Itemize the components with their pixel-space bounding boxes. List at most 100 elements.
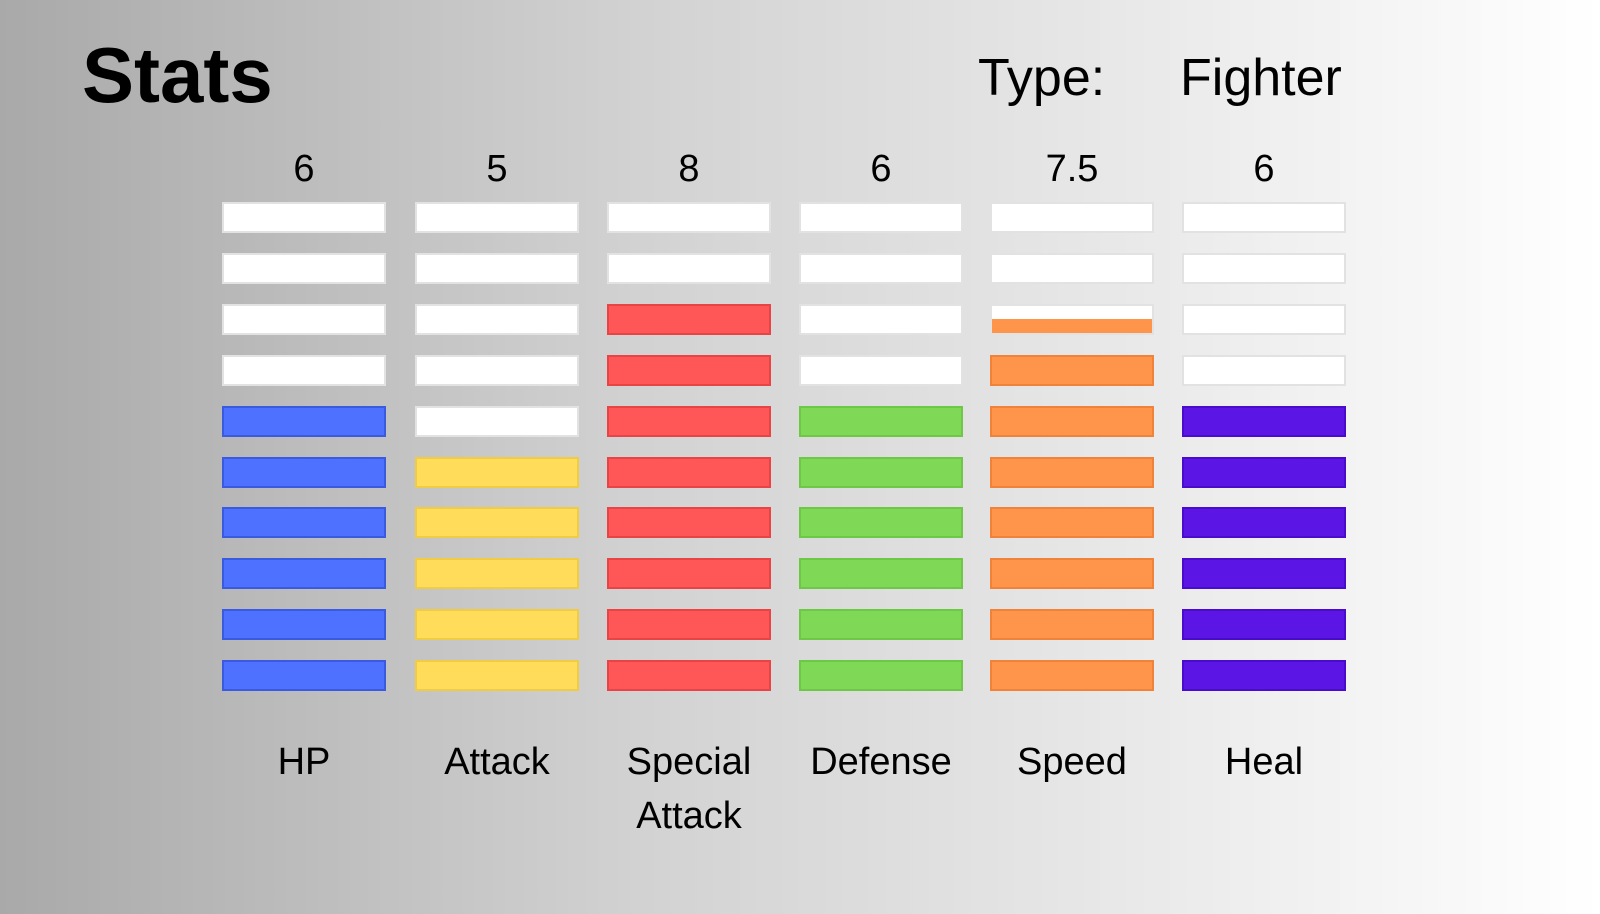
stat-bar-segment [415,456,579,488]
stat-bar-fill [609,407,769,435]
stat-value-attack: 5 [486,148,508,190]
stat-bar-segment [990,202,1154,233]
stat-bar-fill [609,662,769,690]
stat-bar-segment [799,252,963,284]
stat-bar-segment [415,202,579,233]
stat-bar-segment [990,558,1154,590]
stat-bar-segment [222,354,386,386]
stat-bar-segment [607,252,771,284]
stat-bar-segment [799,609,963,641]
stat-label-special-attack: Special Attack [626,741,752,837]
stat-bar-segment [222,660,386,692]
stat-bar-segment [990,660,1154,692]
stat-label-heal: Heal [1224,741,1304,783]
stat-bar-segment [1182,609,1346,641]
type-label: Type: [978,49,1106,107]
stat-bar-segment [415,354,579,386]
stat-bar-segment [607,405,771,437]
stat-bar-segment [1182,660,1346,692]
stat-bar-segment [415,609,579,641]
stat-bar-segment [990,405,1154,437]
stat-bar-segment [799,507,963,539]
stat-value-speed: 7.5 [1045,148,1099,190]
stat-bar-fill [417,611,577,639]
stat-bar-segment [799,405,963,437]
stat-bar-segment [799,558,963,590]
stat-bar-fill [417,458,577,486]
stat-bar-fill [1184,560,1344,588]
stat-bar-fill [417,662,577,690]
stat-bar-fill [801,560,961,588]
stats-title: Stats [82,31,273,119]
stat-bar-segment [222,252,386,284]
stat-bar-fill [801,509,961,537]
stat-bar-fill [609,305,769,333]
stat-bar-fill [609,509,769,537]
stat-bar-fill [801,611,961,639]
stat-bar-segment [415,303,579,335]
stat-bar-segment [799,354,963,386]
stat-bar-fill [609,458,769,486]
stat-bar-segment [415,660,579,692]
stat-bar-fill [224,509,384,537]
stat-bar-fill [801,407,961,435]
stat-label-attack: Attack [444,741,550,783]
stat-bar-segment [415,507,579,539]
stat-label-speed: Speed [1017,741,1127,783]
stat-bar-segment [1182,202,1346,233]
stat-bar-fill [224,662,384,690]
stat-bar-segment [799,202,963,233]
stat-bar-segment [1182,405,1346,437]
stat-bar-segment [607,202,771,233]
stat-bar-fill [992,662,1152,690]
stat-bar-segment [607,609,771,641]
stat-bar-fill [1184,662,1344,690]
stat-bar-segment [222,456,386,488]
stat-bar-fill [609,611,769,639]
stat-bar-segment [222,558,386,590]
stat-bar-segment [222,303,386,335]
stat-bar-segment [990,354,1154,386]
stat-bar-fill [609,356,769,384]
stat-bar-fill [1184,407,1344,435]
stat-bar-fill [1184,611,1344,639]
stat-bar-fill [224,407,384,435]
stat-bar-segment [990,456,1154,488]
stat-value-hp: 6 [293,148,315,190]
stat-bar-fill [992,407,1152,435]
stat-bar-segment [1182,354,1346,386]
stat-bar-segment [222,202,386,233]
stat-bar-fill [1184,458,1344,486]
stat-bar-segment [607,660,771,692]
stat-bar-fill [801,458,961,486]
stat-bar-fill [224,560,384,588]
stat-bar-fill [992,611,1152,639]
stat-bar-segment [415,405,579,437]
stat-bar-segment [415,252,579,284]
stat-bar-segment [222,609,386,641]
stat-bar-fill [1184,509,1344,537]
stat-bar-segment [990,252,1154,284]
stat-bar-segment [607,456,771,488]
stat-bar-segment [607,507,771,539]
stat-bar-segment [799,660,963,692]
stat-bar-fill [992,458,1152,486]
stat-bar-fill [801,662,961,690]
stat-bar-segment [1182,252,1346,284]
stat-label-defense: Defense [810,741,952,783]
stat-bar-fill [224,611,384,639]
stat-bar-segment [990,303,1154,335]
stat-bar-segment [1182,456,1346,488]
stat-bar-fill [224,458,384,486]
stat-bar-fill [992,509,1152,537]
stat-bar-segment [1182,507,1346,539]
stat-bar-segment [607,558,771,590]
stat-bar-fill [992,319,1152,333]
stat-bar-fill [417,560,577,588]
stat-bar-segment [990,609,1154,641]
stat-bar-segment [607,354,771,386]
stat-bar-segment [222,507,386,539]
stat-bar-segment [1182,303,1346,335]
stat-bar-segment [1182,558,1346,590]
stat-bar-fill [992,356,1152,384]
